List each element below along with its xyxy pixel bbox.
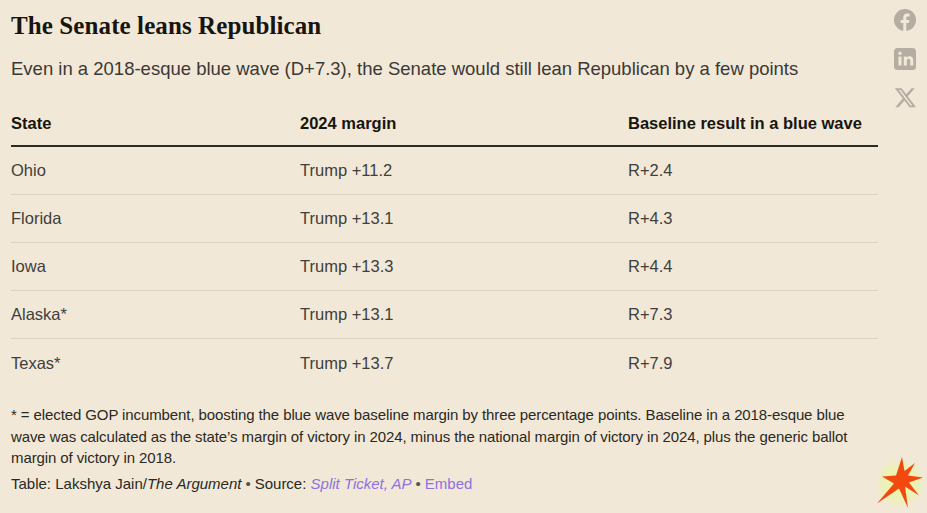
table-row: Ohio Trump +11.2 R+2.4 (11, 147, 878, 195)
publication-name: The Argument (147, 475, 242, 492)
share-toolbar (893, 8, 917, 110)
cell-margin: Trump +13.1 (300, 209, 628, 228)
bullet-separator: • (241, 475, 254, 492)
cell-state: Florida (11, 209, 300, 228)
cell-margin: Trump +11.2 (300, 161, 628, 180)
cell-baseline: R+2.4 (628, 161, 878, 180)
cell-baseline: R+7.9 (628, 354, 878, 373)
cell-margin: Trump +13.7 (300, 354, 628, 373)
facebook-icon (893, 8, 917, 32)
cell-baseline: R+7.3 (628, 305, 878, 324)
linkedin-share-button[interactable] (893, 47, 917, 71)
table-row: Florida Trump +13.1 R+4.3 (11, 195, 878, 243)
chart-card: The Senate leans Republican Even in a 20… (0, 0, 927, 494)
cell-state: Iowa (11, 257, 300, 276)
the-argument-logo (874, 456, 926, 510)
facebook-share-button[interactable] (893, 8, 917, 32)
table-row: Texas* Trump +13.7 R+7.9 (11, 339, 878, 387)
source-label: Source: (255, 475, 307, 492)
footnote: * = elected GOP incumbent, boosting the … (11, 404, 883, 469)
chart-subtitle: Even in a 2018-esque blue wave (D+7.3), … (11, 56, 916, 82)
bullet-separator: • (412, 475, 425, 492)
column-header-2024-margin: 2024 margin (300, 114, 628, 133)
linkedin-icon (893, 47, 917, 71)
embed-link[interactable]: Embed (425, 475, 473, 492)
column-header-state: State (11, 114, 300, 133)
x-icon (893, 86, 917, 110)
cell-state: Ohio (11, 161, 300, 180)
cell-baseline: R+4.3 (628, 209, 878, 228)
cell-margin: Trump +13.1 (300, 305, 628, 324)
table-header-row: State 2024 margin Baseline result in a b… (11, 103, 878, 147)
table-row: Alaska* Trump +13.1 R+7.3 (11, 291, 878, 339)
attribution-line: Table: Lakshya Jain/The Argument•Source:… (11, 474, 916, 494)
table-credit: Table: Lakshya Jain/ (11, 475, 147, 492)
source-link[interactable]: Split Ticket, AP (311, 475, 412, 492)
cell-baseline: R+4.4 (628, 257, 878, 276)
cell-margin: Trump +13.3 (300, 257, 628, 276)
x-share-button[interactable] (893, 86, 917, 110)
table-row: Iowa Trump +13.3 R+4.4 (11, 243, 878, 291)
page-title: The Senate leans Republican (11, 9, 916, 42)
data-table: State 2024 margin Baseline result in a b… (11, 103, 878, 387)
cell-state: Texas* (11, 354, 300, 373)
column-header-baseline: Baseline result in a blue wave (628, 114, 878, 133)
cell-state: Alaska* (11, 305, 300, 324)
